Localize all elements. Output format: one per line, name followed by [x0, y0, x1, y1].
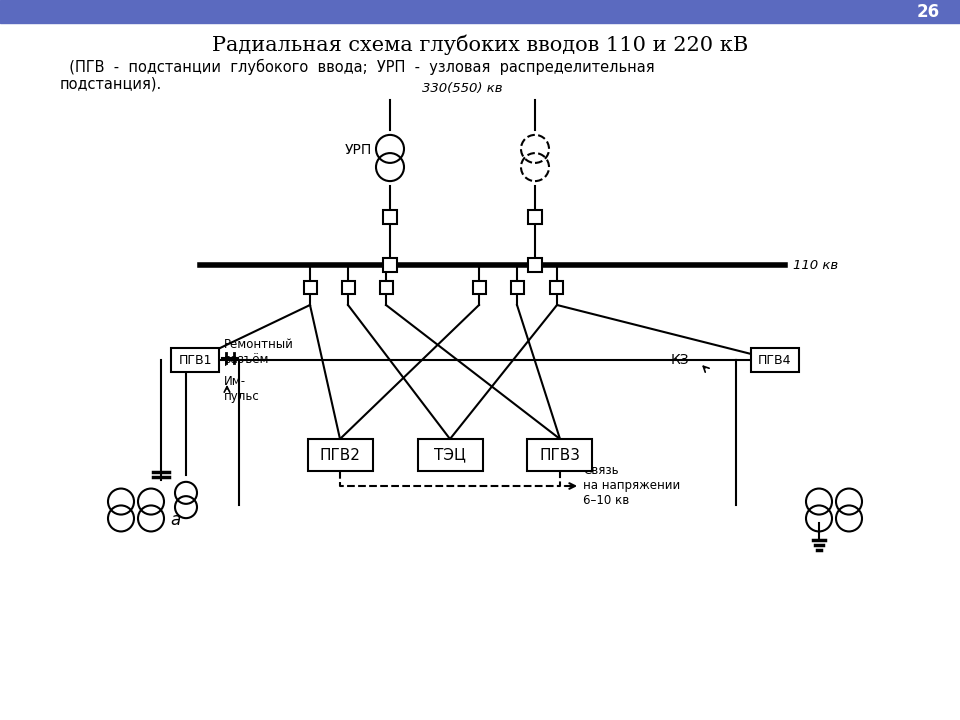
Text: ПГВ4: ПГВ4 — [758, 354, 792, 366]
Bar — [379, 281, 393, 294]
Text: а: а — [170, 511, 180, 529]
Text: ПГВ2: ПГВ2 — [320, 448, 360, 462]
Text: 26: 26 — [917, 3, 940, 21]
Text: ПГВ3: ПГВ3 — [540, 448, 581, 462]
Bar — [550, 281, 564, 294]
Bar — [171, 348, 219, 372]
Bar — [528, 210, 542, 224]
Text: Ремонтный
разъём: Ремонтный разъём — [224, 338, 294, 366]
Bar — [383, 210, 397, 224]
Text: УРП: УРП — [345, 143, 372, 157]
Text: Им-
пульс: Им- пульс — [224, 375, 260, 403]
Text: Радиальная схема глубоких вводов 110 и 220 кВ: Радиальная схема глубоких вводов 110 и 2… — [212, 35, 748, 55]
Bar — [383, 258, 397, 272]
Bar — [472, 281, 486, 294]
Bar — [303, 281, 317, 294]
Text: (ПГВ  -  подстанции  глубокого  ввода;  УРП  -  узловая  распределительная: (ПГВ - подстанции глубокого ввода; УРП -… — [60, 59, 655, 75]
Bar — [0, 0, 960, 23]
Text: Связь
на напряжении
6–10 кв: Связь на напряжении 6–10 кв — [583, 464, 681, 508]
Text: ТЭЦ: ТЭЦ — [434, 448, 466, 462]
Text: КЗ: КЗ — [671, 353, 689, 367]
Text: ПГВ1: ПГВ1 — [179, 354, 212, 366]
Bar — [751, 348, 799, 372]
Bar — [307, 439, 372, 471]
Text: 110 кв: 110 кв — [793, 258, 838, 271]
Bar — [528, 258, 542, 272]
Text: 330(550) кв: 330(550) кв — [422, 82, 503, 95]
Text: подстанция).: подстанция). — [60, 76, 162, 91]
Bar — [527, 439, 592, 471]
Bar — [511, 281, 523, 294]
Bar — [418, 439, 483, 471]
Bar — [342, 281, 354, 294]
